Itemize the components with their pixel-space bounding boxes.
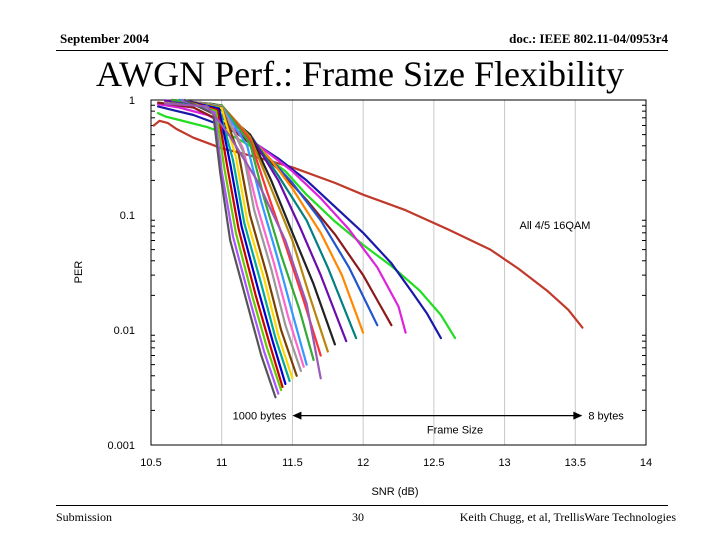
x-tick-labels: 10.5 11 11.5 12 12.5 13 13.5 14 <box>140 457 652 469</box>
slide-title: AWGN Perf.: Frame Size Flexibility <box>95 54 625 94</box>
y-axis-label: PER <box>73 261 85 284</box>
footer-authors: Keith Chugg, et al, TrellisWare Technolo… <box>459 510 676 524</box>
y-tick-label-0: 1 <box>129 95 135 107</box>
series-line-9 <box>171 98 336 346</box>
arrow-head-right <box>573 411 583 420</box>
y-tick-label-1: 0.1 <box>120 210 135 222</box>
annotation-frame-size: Frame Size <box>427 425 483 437</box>
x-tick-label-6: 13.5 <box>565 457 586 469</box>
footer-submission: Submission <box>56 510 113 524</box>
series-line-0 <box>152 119 584 329</box>
annotation-code: All 4/5 16QAM <box>520 220 591 232</box>
annotations: All 4/5 16QAM 1000 bytes 8 bytes Frame Size <box>233 220 625 437</box>
series-line-3 <box>157 103 407 334</box>
header-date: September 2004 <box>60 31 149 46</box>
x-tick-label-2: 11.5 <box>282 457 303 469</box>
x-tick-label-3: 12 <box>357 457 369 469</box>
series-line-19 <box>181 98 287 385</box>
series-line-17 <box>178 98 294 380</box>
series-line-20 <box>181 98 284 388</box>
x-tick-label-4: 12.5 <box>423 457 444 469</box>
x-tick-label-5: 13 <box>498 457 510 469</box>
arrow-head-left <box>292 411 302 420</box>
x-axis-label: SNR (dB) <box>371 486 418 498</box>
footer-page-number: 30 <box>352 510 364 524</box>
series-line-24 <box>164 102 322 380</box>
x-tick-label-0: 10.5 <box>140 457 161 469</box>
series-line-2 <box>157 105 442 340</box>
x-tick-label-7: 14 <box>640 457 652 469</box>
series-line-23 <box>183 98 277 399</box>
y-tick-label-2: 0.01 <box>114 325 135 337</box>
x-tick-label-1: 11 <box>216 457 227 469</box>
series-line-1 <box>157 111 457 340</box>
series-lines <box>152 98 584 399</box>
y-tick-label-3: 0.001 <box>107 440 135 452</box>
series-line-22 <box>181 98 280 395</box>
annotation-8-bytes: 8 bytes <box>588 411 624 423</box>
header-rule <box>56 50 668 51</box>
series-line-21 <box>181 98 283 392</box>
annotation-1000-bytes: 1000 bytes <box>233 411 287 423</box>
plot-frame <box>150 99 647 446</box>
header-doc-id: doc.: IEEE 802.11-04/0953r4 <box>509 31 668 46</box>
footer-rule <box>56 505 668 506</box>
y-tick-labels: 1 0.1 0.01 0.001 <box>107 95 135 452</box>
